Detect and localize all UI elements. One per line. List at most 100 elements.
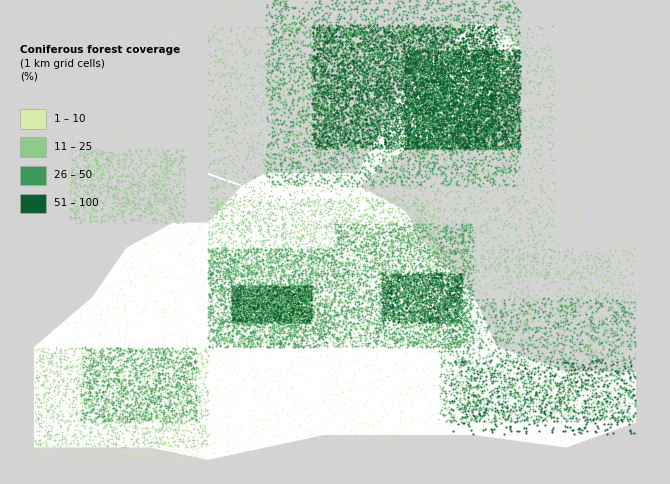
- Point: [320, 43, 330, 50]
- Point: [290, 297, 301, 304]
- Point: [485, 115, 496, 122]
- Point: [407, 331, 417, 339]
- Point: [360, 58, 371, 66]
- Point: [559, 387, 570, 394]
- Point: [431, 224, 442, 232]
- Point: [225, 286, 236, 294]
- Point: [319, 39, 330, 46]
- Point: [213, 59, 224, 66]
- Point: [531, 63, 542, 71]
- Point: [449, 311, 460, 318]
- Point: [84, 419, 94, 426]
- Point: [546, 53, 557, 60]
- Point: [267, 331, 277, 339]
- Point: [484, 418, 495, 425]
- Point: [249, 217, 260, 225]
- Point: [500, 185, 511, 193]
- Point: [388, 140, 399, 148]
- Point: [466, 155, 477, 163]
- Point: [443, 42, 454, 50]
- Point: [415, 237, 425, 245]
- Point: [205, 363, 216, 370]
- Point: [521, 352, 532, 360]
- Point: [350, 84, 360, 91]
- Point: [450, 291, 460, 299]
- Point: [509, 78, 519, 86]
- Point: [220, 60, 231, 68]
- Point: [113, 352, 123, 360]
- Point: [118, 366, 129, 374]
- Point: [440, 89, 450, 96]
- Point: [379, 257, 390, 264]
- Point: [498, 42, 509, 49]
- Point: [124, 377, 135, 384]
- Point: [529, 66, 540, 74]
- Point: [570, 338, 581, 346]
- Point: [312, 451, 322, 459]
- Point: [549, 213, 560, 221]
- Point: [458, 106, 469, 114]
- Point: [164, 373, 175, 381]
- Point: [324, 165, 335, 172]
- Point: [218, 371, 229, 379]
- Point: [151, 396, 162, 404]
- Point: [413, 283, 423, 290]
- Point: [312, 91, 322, 99]
- Point: [524, 422, 535, 429]
- Point: [452, 300, 463, 307]
- Point: [64, 397, 75, 405]
- Point: [310, 114, 320, 122]
- Point: [90, 127, 101, 135]
- Point: [423, 290, 433, 298]
- Point: [385, 88, 395, 95]
- Point: [444, 291, 455, 299]
- Point: [402, 81, 413, 89]
- Point: [331, 157, 342, 165]
- Point: [298, 172, 309, 180]
- Point: [96, 333, 107, 340]
- Point: [513, 46, 523, 54]
- Point: [534, 217, 545, 225]
- Point: [580, 403, 591, 410]
- Point: [237, 310, 248, 318]
- Point: [453, 46, 464, 54]
- Point: [269, 326, 279, 333]
- Point: [462, 105, 473, 113]
- Point: [306, 85, 317, 93]
- Point: [231, 191, 242, 198]
- Point: [478, 70, 489, 78]
- Point: [369, 201, 379, 209]
- Point: [602, 45, 613, 52]
- Point: [406, 91, 417, 99]
- Point: [79, 165, 90, 173]
- Point: [326, 127, 336, 135]
- Point: [249, 317, 260, 324]
- Point: [264, 211, 275, 218]
- Point: [577, 380, 588, 388]
- Point: [255, 337, 266, 345]
- Point: [427, 141, 438, 149]
- Point: [89, 154, 100, 162]
- Point: [325, 122, 336, 130]
- Point: [293, 292, 304, 300]
- Point: [591, 282, 602, 290]
- Point: [151, 405, 162, 413]
- Point: [255, 297, 266, 305]
- Point: [442, 18, 452, 26]
- Point: [482, 92, 492, 100]
- Point: [409, 194, 420, 201]
- Point: [520, 271, 531, 278]
- Point: [511, 134, 521, 142]
- Point: [96, 216, 107, 224]
- Point: [224, 127, 235, 135]
- Point: [311, 197, 322, 204]
- Point: [464, 109, 474, 117]
- Point: [454, 309, 464, 317]
- Point: [523, 215, 534, 223]
- Point: [263, 222, 273, 229]
- Point: [103, 379, 113, 387]
- Point: [387, 147, 398, 155]
- Point: [257, 302, 268, 310]
- Point: [537, 383, 548, 391]
- Point: [376, 246, 387, 254]
